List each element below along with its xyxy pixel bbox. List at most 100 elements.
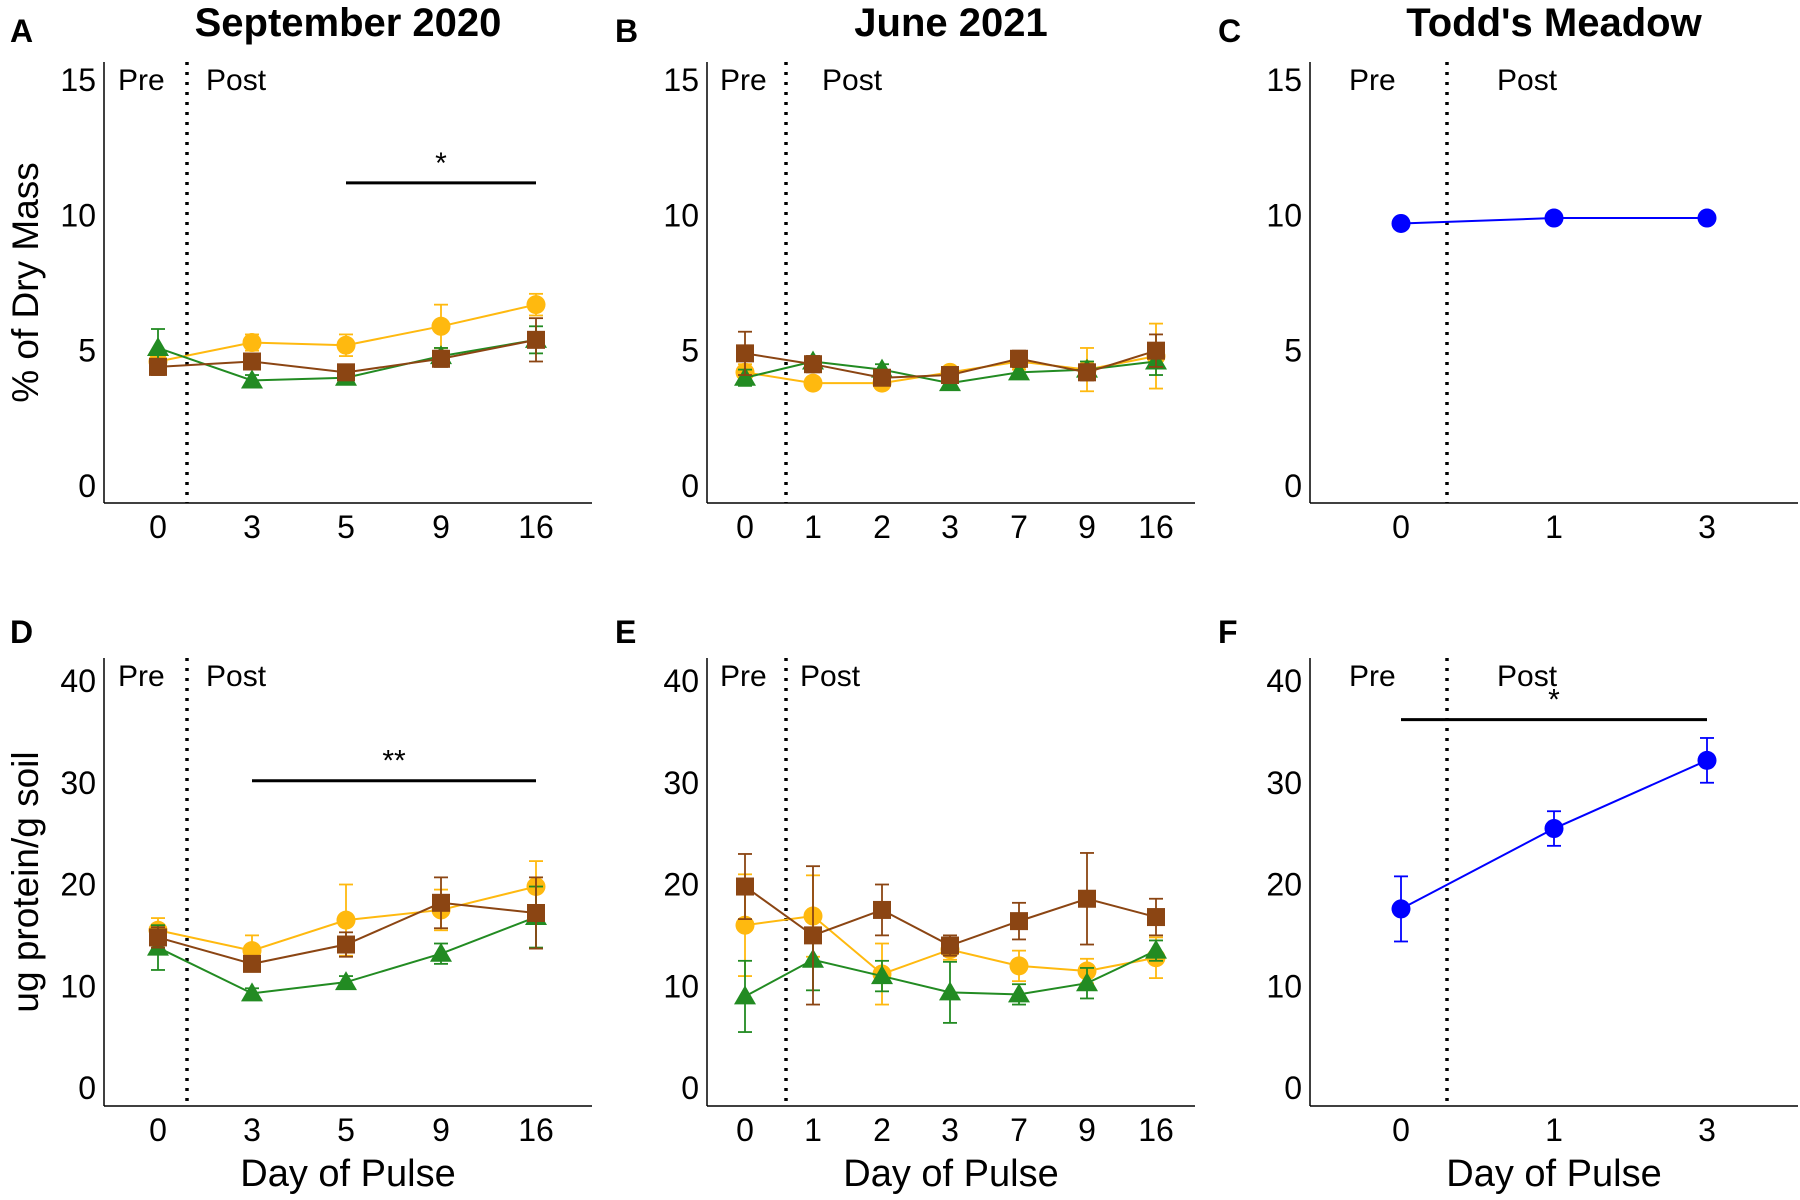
data-point — [432, 349, 450, 368]
post-label: Post — [206, 660, 267, 693]
panel-letter: C — [1218, 13, 1241, 49]
y-axis-label: ug protein/g soil — [5, 751, 46, 1012]
x-tick-label: 3 — [941, 509, 959, 545]
data-point — [735, 915, 755, 935]
y-tick-label: 10 — [663, 197, 699, 233]
x-tick-label: 16 — [518, 1112, 554, 1148]
y-tick-label: 0 — [1284, 1070, 1302, 1106]
x-tick-label: 9 — [432, 509, 450, 545]
panel-d: D 0 10 20 30 40 0 3 5 9 16 ug protein/g soil Day of … — [5, 614, 592, 1195]
data-point — [734, 366, 756, 386]
data-point — [736, 877, 754, 896]
data-point — [241, 982, 263, 1002]
data-point — [1544, 208, 1564, 228]
data-point — [337, 363, 355, 382]
panel-c: C Todd's Meadow 0 5 10 15 0 1 3 Pre Post — [1218, 1, 1798, 545]
pre-label: Pre — [118, 660, 165, 693]
significance-label: * — [1548, 684, 1560, 717]
data-point — [804, 355, 822, 374]
series-brown — [149, 317, 545, 382]
x-tick-label: 3 — [1698, 509, 1716, 545]
y-tick-label: 40 — [60, 663, 96, 699]
series-brown — [736, 330, 1165, 387]
data-point — [1391, 213, 1411, 233]
y-axis-label: % of Dry Mass — [5, 162, 46, 403]
x-tick-label: 1 — [804, 509, 822, 545]
data-point — [1078, 363, 1096, 382]
x-tick-label: 9 — [1078, 1112, 1096, 1148]
y-tick-label: 0 — [78, 468, 96, 504]
y-tick-label: 40 — [1266, 663, 1302, 699]
pre-label: Pre — [1349, 660, 1396, 693]
y-tick-label: 20 — [60, 867, 96, 903]
panel-letter: F — [1218, 614, 1238, 650]
data-point — [335, 971, 357, 991]
data-point — [873, 900, 891, 919]
y-tick-label: 5 — [681, 333, 699, 369]
x-tick-label: 0 — [736, 509, 754, 545]
y-tick-label: 0 — [681, 468, 699, 504]
y-tick-label: 30 — [663, 765, 699, 801]
data-point — [734, 985, 756, 1005]
significance-label: ** — [382, 745, 406, 778]
panel-letter: E — [615, 614, 636, 650]
post-label: Post — [800, 660, 861, 693]
x-tick-label: 1 — [1545, 509, 1563, 545]
y-tick-label: 30 — [1266, 765, 1302, 801]
panel-letter: B — [615, 13, 638, 49]
x-tick-label: 5 — [337, 509, 355, 545]
x-tick-label: 5 — [337, 1112, 355, 1148]
y-tick-label: 5 — [1284, 333, 1302, 369]
data-point — [1076, 972, 1098, 992]
data-point — [1008, 361, 1030, 381]
data-point — [149, 928, 167, 947]
data-point — [243, 954, 261, 973]
data-point — [336, 335, 356, 355]
panel-title: June 2021 — [854, 1, 1047, 45]
significance-label: * — [435, 147, 447, 180]
y-tick-label: 0 — [681, 1070, 699, 1106]
series-blue — [1391, 737, 1717, 943]
y-tick-label: 15 — [1266, 62, 1302, 98]
series-blue — [1391, 208, 1717, 233]
data-point — [1010, 349, 1028, 368]
y-tick-label: 10 — [60, 968, 96, 1004]
x-tick-label: 9 — [432, 1112, 450, 1148]
x-tick-label: 3 — [1698, 1112, 1716, 1148]
y-tick-label: 0 — [1284, 468, 1302, 504]
data-point — [1009, 956, 1029, 976]
data-point — [1391, 899, 1411, 919]
data-point — [1544, 819, 1564, 839]
data-point — [873, 368, 891, 387]
panel-letter: D — [10, 614, 33, 650]
data-point — [804, 926, 822, 945]
data-point — [241, 369, 263, 389]
y-tick-label: 10 — [663, 968, 699, 1004]
x-tick-label: 3 — [243, 509, 261, 545]
data-point — [337, 935, 355, 954]
data-point — [242, 333, 262, 353]
panel-a: A September 2020 0 5 10 15 0 3 5 9 16 % of Dry Mass… — [5, 1, 592, 545]
data-point — [526, 295, 546, 315]
x-tick-label: 1 — [804, 1112, 822, 1148]
data-point — [243, 352, 261, 371]
data-point — [336, 910, 356, 930]
panel-title: September 2020 — [195, 1, 502, 45]
x-tick-label: 0 — [149, 509, 167, 545]
data-point — [430, 942, 452, 962]
x-tick-label: 16 — [518, 509, 554, 545]
data-point — [1010, 912, 1028, 931]
post-label: Post — [822, 64, 883, 97]
x-tick-label: 7 — [1010, 1112, 1028, 1148]
data-point — [527, 903, 545, 922]
x-tick-label: 2 — [873, 1112, 891, 1148]
x-tick-label: 2 — [873, 509, 891, 545]
data-point — [1147, 341, 1165, 360]
x-tick-label: 1 — [1545, 1112, 1563, 1148]
data-point — [149, 357, 167, 376]
data-point — [1008, 983, 1030, 1003]
x-axis-label: Day of Pulse — [843, 1153, 1058, 1195]
pre-label: Pre — [720, 64, 767, 97]
series-brown — [149, 876, 545, 973]
